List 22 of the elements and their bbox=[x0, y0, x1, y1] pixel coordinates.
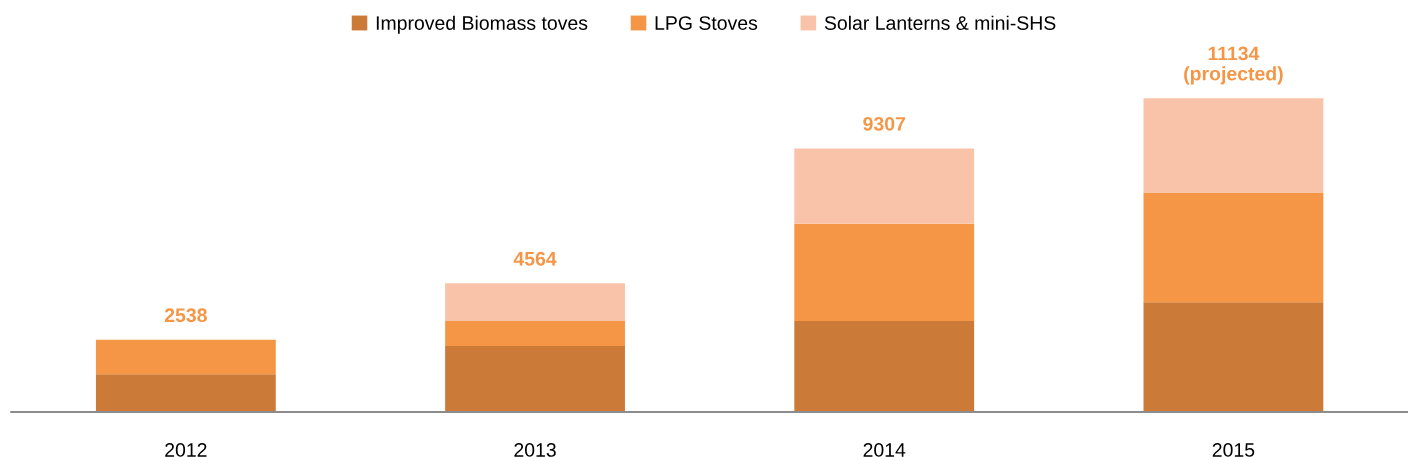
legend-label: LPG Stoves bbox=[655, 16, 758, 30]
bar bbox=[1143, 192, 1324, 303]
bar bbox=[794, 148, 975, 224]
x-tick-label: 2014 bbox=[863, 443, 906, 457]
legend-label: Solar Lanterns & mini-SHS bbox=[824, 15, 1056, 30]
annotation: 9307 bbox=[863, 116, 905, 131]
bar bbox=[95, 339, 276, 375]
bar bbox=[445, 321, 625, 347]
bar bbox=[1143, 302, 1324, 412]
bar bbox=[445, 346, 625, 412]
bar bbox=[794, 223, 975, 322]
annotation: 2538 bbox=[164, 308, 207, 323]
bar bbox=[445, 283, 625, 322]
legend-label: Improved Biomass toves bbox=[376, 15, 588, 34]
annotation: 4564 bbox=[513, 251, 557, 266]
annotation: 11134 (projected) bbox=[1184, 46, 1283, 85]
bar bbox=[95, 374, 276, 412]
bar bbox=[794, 321, 975, 412]
bar bbox=[1143, 98, 1324, 193]
x-tick-label: 2013 bbox=[514, 443, 556, 457]
x-tick-label: 2012 bbox=[165, 443, 207, 457]
x-tick-label: 2015 bbox=[1212, 443, 1255, 457]
